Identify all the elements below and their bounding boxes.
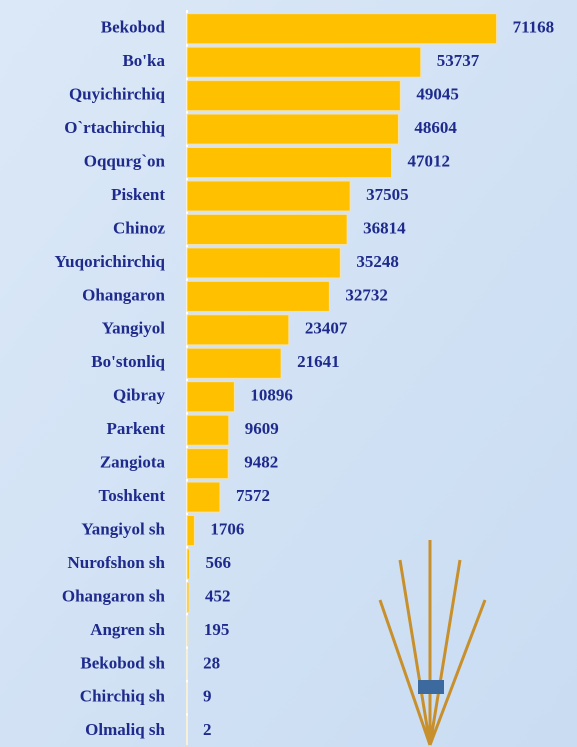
y-tick-label: Ohangaron sh [62, 586, 166, 605]
value-label: 49045 [416, 85, 459, 104]
y-tick-label: Chinoz [113, 218, 165, 237]
value-label: 9609 [245, 419, 279, 438]
value-label: 7572 [236, 486, 270, 505]
value-label: 48604 [414, 118, 457, 137]
bar [186, 381, 235, 413]
value-label: 28 [203, 653, 220, 672]
bar [186, 448, 229, 480]
y-tick-label: Yangiyol [102, 319, 166, 338]
value-label: 53737 [437, 51, 480, 70]
value-label: 9482 [244, 453, 278, 472]
bar [186, 414, 230, 446]
bar [186, 247, 341, 279]
y-tick-label: Bekobod [101, 18, 166, 37]
y-tick-label: Chirchiq sh [80, 687, 166, 706]
bar [186, 213, 348, 246]
y-tick-label: Angren sh [90, 620, 165, 639]
y-tick-label: Toshkent [99, 486, 166, 505]
value-label: 2 [203, 720, 212, 739]
bar [186, 314, 290, 346]
value-label: 32732 [345, 285, 388, 304]
value-label: 36814 [363, 218, 406, 237]
bar [186, 481, 221, 513]
y-tick-label: Qibray [113, 386, 165, 405]
bar [186, 146, 393, 179]
y-tick-label: Parkent [106, 419, 165, 438]
y-tick-label: Oqqurg`on [84, 151, 166, 170]
bar [186, 347, 282, 379]
y-tick-label: Yuqorichirchiq [54, 252, 165, 271]
bar [186, 80, 401, 112]
bar [186, 514, 195, 547]
wheat-decoration [378, 540, 487, 746]
bar [186, 180, 351, 212]
value-label: 195 [204, 620, 230, 639]
value-label: 37505 [366, 185, 409, 204]
bar [186, 548, 190, 580]
value-label: 21641 [297, 352, 340, 371]
bar [186, 13, 498, 45]
value-label: 452 [205, 586, 231, 605]
y-tick-label: Nurofshon sh [68, 553, 166, 572]
y-tick-label: Olmaliq sh [85, 720, 165, 739]
value-label: 9 [203, 687, 212, 706]
value-label: 566 [205, 553, 231, 572]
y-tick-label: Bo'ka [122, 51, 165, 70]
y-tick-label: Ohangaron [82, 285, 165, 304]
value-label: 35248 [356, 252, 399, 271]
y-tick-label: Quyichirchiq [69, 85, 166, 104]
bar [186, 280, 330, 312]
y-tick-label: Yangiyol sh [81, 519, 165, 538]
value-label: 47012 [408, 151, 451, 170]
y-tick-label: Bekobod sh [80, 653, 165, 672]
value-label: 23407 [305, 319, 348, 338]
y-tick-label: Piskent [111, 185, 165, 204]
bar [186, 581, 190, 614]
value-label: 71168 [513, 18, 555, 37]
bar [186, 46, 422, 78]
y-tick-label: O`rtachirchiq [64, 118, 165, 137]
y-tick-label: Bo'stonliq [91, 352, 165, 371]
y-tick-label: Zangiota [100, 453, 166, 472]
value-label: 10896 [250, 386, 292, 405]
value-label: 1706 [210, 519, 244, 538]
bar [186, 615, 189, 647]
bar [186, 113, 399, 145]
